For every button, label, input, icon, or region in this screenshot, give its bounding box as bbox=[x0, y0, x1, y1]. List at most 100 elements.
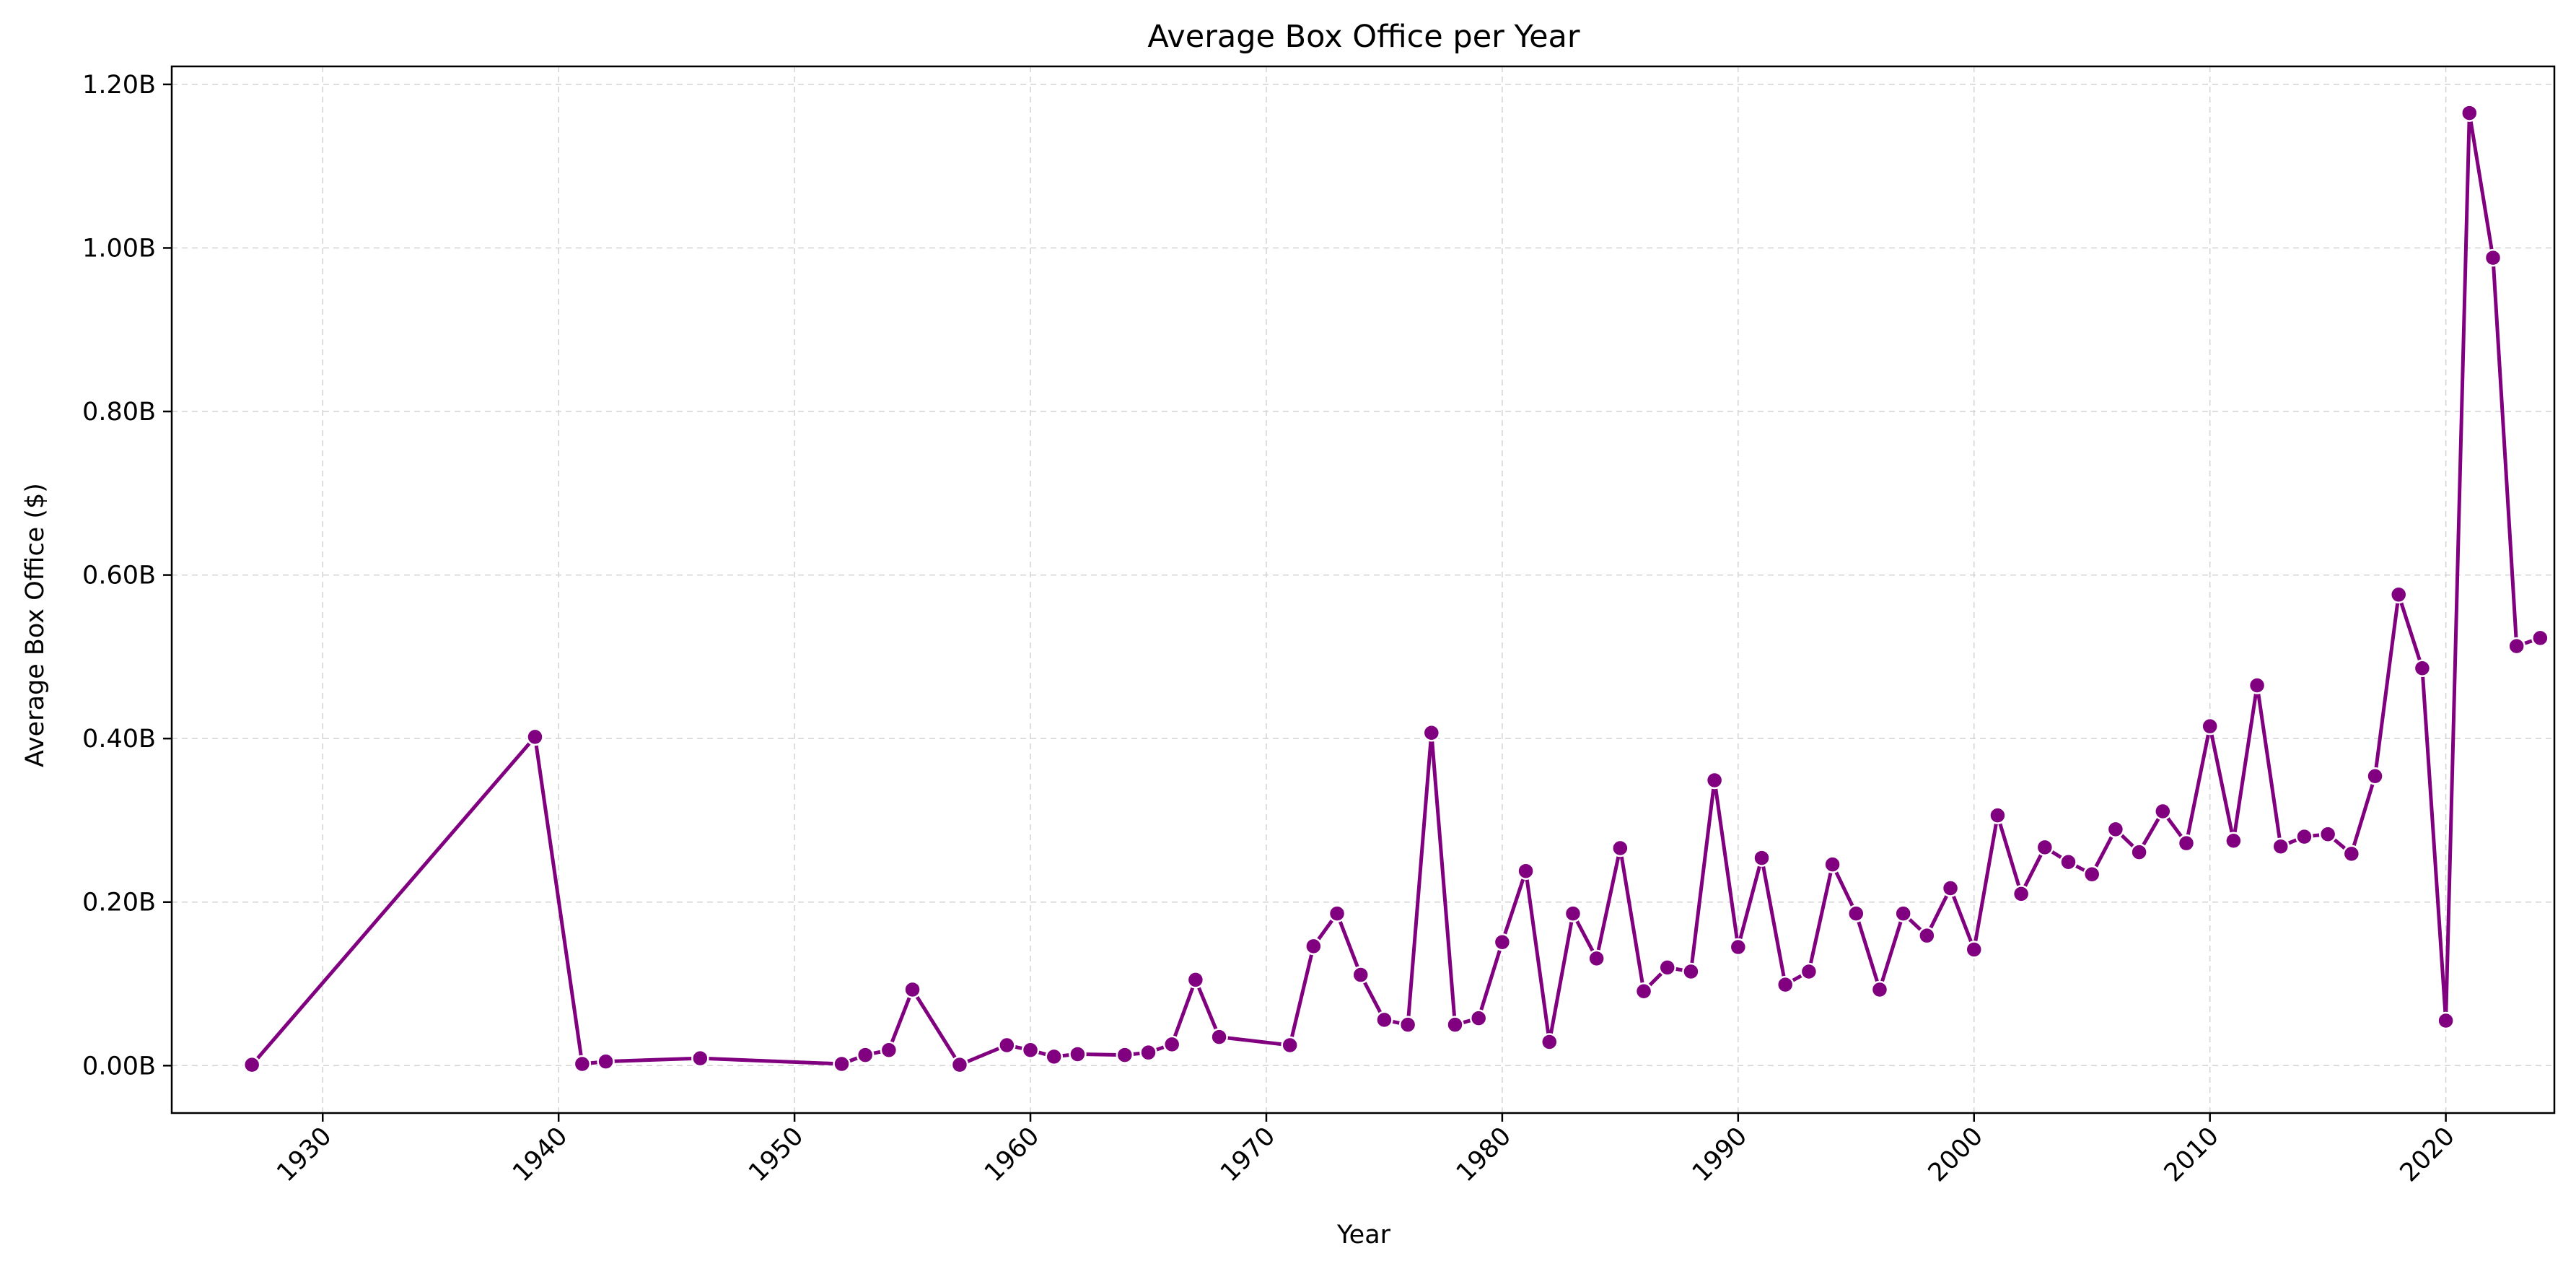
chart-title: Average Box Office per Year bbox=[1147, 19, 1580, 55]
data-point bbox=[2437, 1011, 2455, 1030]
data-point bbox=[1469, 1009, 1488, 1027]
plot-frame bbox=[170, 65, 2556, 1114]
y-axis-label: Average Box Office ($) bbox=[21, 483, 50, 767]
x-tick-label: 1950 bbox=[743, 1122, 809, 1187]
data-point bbox=[1587, 949, 1605, 968]
data-point bbox=[1210, 1028, 1228, 1046]
x-tick-label: 1930 bbox=[271, 1122, 337, 1187]
y-tick-label: 0.60B bbox=[82, 562, 156, 590]
data-point bbox=[1705, 771, 1724, 790]
data-point bbox=[1021, 1041, 1040, 1060]
y-tick-label: 1.20B bbox=[82, 71, 156, 100]
data-point bbox=[2059, 852, 2077, 871]
x-tick-label: 1940 bbox=[507, 1122, 573, 1187]
data-point bbox=[1634, 982, 1653, 1000]
x-tick-label: 1990 bbox=[1687, 1122, 1753, 1187]
data-point bbox=[2318, 825, 2337, 843]
data-point bbox=[1162, 1035, 1181, 1054]
data-point bbox=[2271, 837, 2290, 855]
data-point bbox=[2248, 676, 2266, 694]
grid-lines bbox=[172, 66, 2554, 1113]
data-point bbox=[2295, 827, 2313, 846]
x-axis-ticks: 1930 1940 1950 1960 1970 1980 1990 2000 2010 2020 bbox=[271, 1113, 2461, 1187]
data-point bbox=[880, 1041, 898, 1060]
data-points bbox=[242, 104, 2549, 1074]
data-point bbox=[1894, 904, 1912, 922]
data-point bbox=[1753, 849, 1771, 867]
data-point bbox=[2036, 838, 2054, 857]
x-tick-label: 1960 bbox=[979, 1122, 1045, 1187]
data-point bbox=[1116, 1046, 1134, 1064]
data-point bbox=[2082, 865, 2101, 883]
x-tick-label: 1980 bbox=[1451, 1122, 1517, 1187]
data-point bbox=[1658, 959, 1676, 977]
x-axis-label: Year bbox=[1336, 1221, 1391, 1249]
data-point bbox=[1375, 1011, 1393, 1029]
data-point bbox=[1328, 904, 1346, 922]
data-point bbox=[2366, 767, 2384, 785]
data-point bbox=[1989, 806, 2007, 824]
data-point bbox=[242, 1055, 261, 1074]
data-point bbox=[691, 1049, 709, 1068]
data-point bbox=[1918, 926, 1936, 945]
data-point bbox=[1870, 980, 1889, 999]
data-point bbox=[573, 1055, 592, 1073]
data-point bbox=[1564, 904, 1582, 922]
y-tick-label: 0.40B bbox=[82, 725, 156, 754]
data-point bbox=[2012, 885, 2030, 903]
data-point bbox=[1398, 1016, 1417, 1034]
data-point bbox=[1281, 1036, 1299, 1055]
data-point bbox=[1776, 975, 1795, 994]
data-point bbox=[2106, 820, 2125, 839]
data-point bbox=[1422, 723, 1441, 742]
series-line bbox=[250, 111, 2541, 1067]
data-point bbox=[1682, 962, 1700, 981]
data-point bbox=[833, 1055, 851, 1073]
y-tick-label: 1.00B bbox=[82, 234, 156, 263]
data-point bbox=[2154, 802, 2172, 821]
data-point bbox=[1729, 938, 1748, 956]
data-point bbox=[1305, 937, 1323, 956]
data-point bbox=[2461, 104, 2479, 122]
data-point bbox=[903, 980, 921, 999]
data-point bbox=[1965, 941, 1984, 959]
data-point bbox=[2507, 637, 2525, 655]
data-point bbox=[1446, 1016, 1464, 1034]
data-point bbox=[2413, 659, 2432, 677]
data-point bbox=[2531, 629, 2549, 647]
data-point bbox=[2342, 845, 2361, 863]
y-tick-label: 0.80B bbox=[82, 398, 156, 427]
x-tick-label: 2020 bbox=[2395, 1122, 2461, 1187]
data-point bbox=[2177, 834, 2196, 852]
data-point bbox=[1800, 962, 1818, 981]
data-point bbox=[2130, 843, 2148, 861]
data-point bbox=[1823, 855, 1841, 873]
data-point bbox=[950, 1055, 969, 1074]
data-point bbox=[1139, 1043, 1157, 1062]
x-tick-label: 1970 bbox=[1215, 1122, 1281, 1187]
data-point bbox=[1517, 862, 1535, 880]
data-point bbox=[597, 1052, 615, 1070]
data-point bbox=[526, 728, 544, 746]
x-tick-label: 2010 bbox=[2159, 1122, 2225, 1187]
data-point bbox=[2225, 832, 2243, 850]
y-tick-label: 0.20B bbox=[82, 889, 156, 917]
data-point bbox=[1611, 839, 1629, 858]
y-tick-label: 0.00B bbox=[82, 1052, 156, 1081]
data-point bbox=[2484, 248, 2502, 267]
data-point bbox=[1069, 1045, 1087, 1063]
data-point bbox=[2201, 717, 2219, 736]
data-point bbox=[856, 1046, 875, 1064]
data-point bbox=[1351, 966, 1370, 984]
data-point bbox=[1186, 971, 1205, 989]
data-point bbox=[1541, 1033, 1559, 1051]
x-tick-label: 2000 bbox=[1923, 1122, 1989, 1187]
data-point bbox=[2389, 585, 2408, 604]
data-point bbox=[1941, 879, 1960, 897]
data-point bbox=[1045, 1047, 1063, 1066]
y-axis-ticks: 0.00B 0.20B 0.40B 0.60B 0.80B 1.00B 1.20B bbox=[82, 71, 172, 1081]
data-point bbox=[998, 1036, 1016, 1055]
data-point bbox=[1493, 933, 1512, 951]
data-point bbox=[1847, 904, 1865, 922]
